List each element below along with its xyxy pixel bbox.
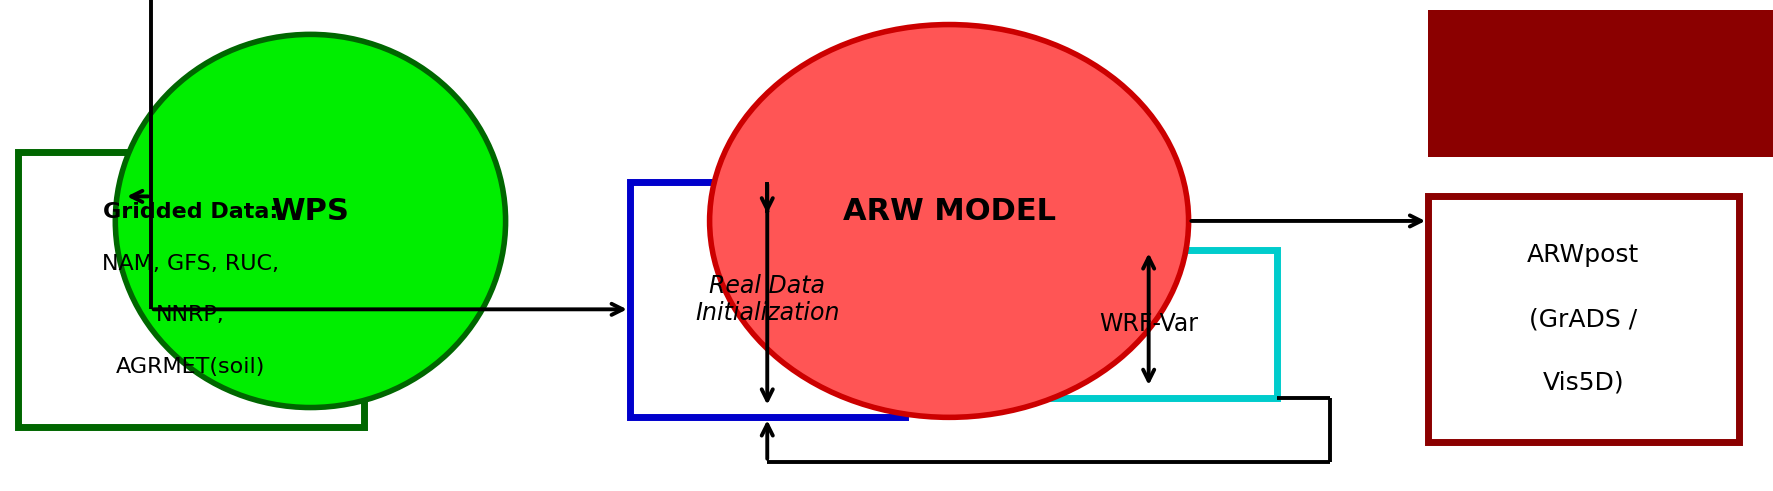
Text: Gridded Data:: Gridded Data:: [103, 202, 278, 222]
Text: Vis5D): Vis5D): [1541, 371, 1624, 395]
Text: Real Data
Initialization: Real Data Initialization: [695, 273, 839, 326]
Text: ARW MODEL: ARW MODEL: [842, 196, 1055, 226]
FancyBboxPatch shape: [629, 182, 904, 417]
Bar: [1427, 10, 1773, 157]
FancyBboxPatch shape: [18, 152, 363, 427]
Text: AGRMET(soil): AGRMET(soil): [115, 357, 266, 377]
Text: WPS: WPS: [271, 196, 349, 226]
Text: WRF-Var: WRF-Var: [1099, 312, 1197, 336]
Text: NNRP,: NNRP,: [156, 305, 225, 326]
Ellipse shape: [709, 25, 1188, 417]
FancyBboxPatch shape: [1019, 250, 1277, 398]
Text: ARWpost: ARWpost: [1527, 244, 1638, 267]
Text: NAM, GFS, RUC,: NAM, GFS, RUC,: [103, 254, 278, 274]
Text: (GrADS /: (GrADS /: [1528, 307, 1636, 331]
FancyBboxPatch shape: [1427, 196, 1738, 442]
Ellipse shape: [115, 34, 505, 408]
